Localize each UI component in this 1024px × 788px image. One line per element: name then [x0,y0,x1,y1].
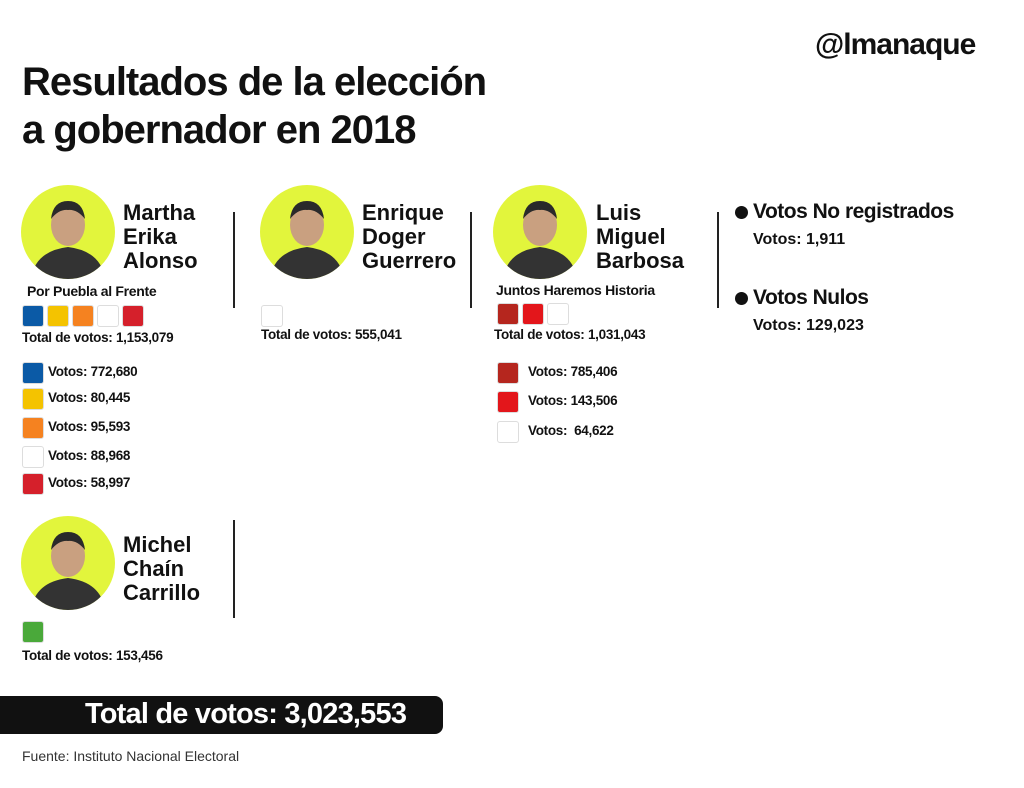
party-votes: Votos: 58,997 [48,475,131,490]
grand-total: Total de votos: 3,023,553 [85,698,407,730]
party-icon [22,446,44,468]
other-votes: Votos: 1,911 [753,231,846,248]
party-icon [261,305,283,327]
divider [233,212,235,308]
candidate-name: Chaín [123,556,185,581]
party-icon [22,473,44,495]
candidate-total: Total de votos: 555,041 [261,327,402,342]
source: Fuente: Instituto Nacional Electoral [22,748,240,764]
party-votes: Votos: 80,445 [48,390,131,405]
total-bar [0,696,443,734]
party-icon [22,305,44,327]
party-votes: Votos: 772,680 [48,364,138,379]
photo-svg [493,185,587,279]
bullet [735,292,748,305]
candidate-name: Michel [123,532,192,557]
divider [717,212,719,308]
photo-svg [21,516,115,610]
logo: @lmanaque [815,28,976,61]
party-icon [497,391,519,413]
party-icon [22,362,44,384]
photo [21,516,115,610]
party-icon [547,303,569,325]
candidate-name: Doger [362,224,426,249]
party-icon [522,303,544,325]
party-votes: Votos: 88,968 [48,448,131,463]
party-icon [22,417,44,439]
party-votes: Votos: 64,622 [528,423,614,438]
party-icon [22,388,44,410]
divider [470,212,472,308]
other-votes: Votos: 129,023 [753,317,864,334]
photo [260,185,354,279]
party-icon [497,421,519,443]
candidate-total: Total de votos: 153,456 [22,648,163,663]
candidate-name: Miguel [596,224,666,249]
candidate-name: Erika [123,224,177,249]
photo-svg [21,185,115,279]
party-icon [97,305,119,327]
candidate-name: Guerrero [362,248,457,273]
coalition: Por Puebla al Frente [27,283,157,299]
bullet [735,206,748,219]
title-line: Resultados de la elección [22,60,487,104]
party-icon [497,303,519,325]
divider [233,520,235,618]
party-icon [72,305,94,327]
photo [493,185,587,279]
party-votes: Votos: 143,506 [528,393,618,408]
party-icon [22,621,44,643]
party-icon [122,305,144,327]
candidate-name: Barbosa [596,248,685,273]
title-line: a gobernador en 2018 [22,108,416,152]
candidate-name: Enrique [362,200,444,225]
candidate-name: Alonso [123,248,198,273]
coalition: Juntos Haremos Historia [496,282,655,298]
photo-svg [260,185,354,279]
party-icon [47,305,69,327]
candidate-total: Total de votos: 1,153,079 [22,330,174,345]
candidate-name: Martha [123,200,196,225]
candidate-total: Total de votos: 1,031,043 [494,327,646,342]
party-votes: Votos: 95,593 [48,419,131,434]
candidate-name: Carrillo [123,580,201,605]
photo [21,185,115,279]
party-votes: Votos: 785,406 [528,364,618,379]
party-icon [497,362,519,384]
other-label: Votos No registrados [753,200,954,223]
other-label: Votos Nulos [753,286,869,309]
candidate-name: Luis [596,200,642,225]
